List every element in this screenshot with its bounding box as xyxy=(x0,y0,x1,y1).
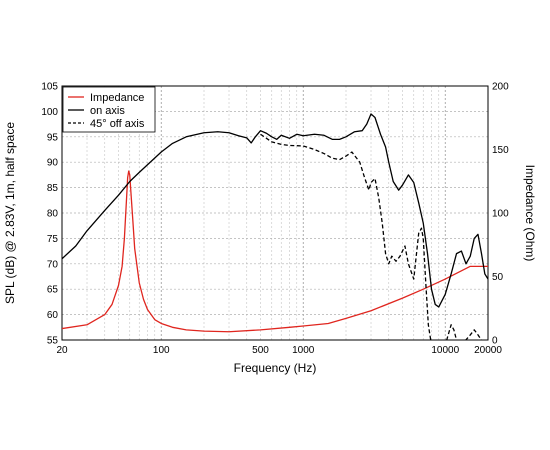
legend-label: 45° off axis xyxy=(90,118,145,130)
y-tick-label: 70 xyxy=(47,259,59,270)
series-line-impedance xyxy=(62,170,488,333)
y-axis-title: SPL (dB) @ 2.83V, 1m, half space xyxy=(3,122,17,304)
series-layer xyxy=(62,113,488,340)
y-tick-label: 100 xyxy=(41,107,58,118)
y-tick-label: 55 xyxy=(47,336,59,347)
series-line-on-axis xyxy=(62,113,488,308)
plot-frame xyxy=(61,85,489,341)
x-tick-label: 100 xyxy=(153,345,170,356)
x-tick-label: 20 xyxy=(56,345,68,356)
y-tick-label: 80 xyxy=(47,209,59,220)
y2-tick-label: 0 xyxy=(492,336,498,347)
y-tick-label: 90 xyxy=(47,158,59,169)
y-tick-label: 75 xyxy=(47,234,59,245)
y2-tick-label: 200 xyxy=(492,82,509,93)
y-tick-label: 105 xyxy=(41,82,58,93)
x-tick-label: 10000 xyxy=(431,345,459,356)
legend-label: on axis xyxy=(90,105,125,117)
y2-axis-title: Impedance (Ohm) xyxy=(523,165,537,262)
grid xyxy=(62,86,488,340)
y2-tick-label: 100 xyxy=(492,209,509,220)
y-tick-label: 85 xyxy=(47,183,59,194)
series-line-45-off-axis xyxy=(260,133,488,340)
legend-label: Impedance xyxy=(90,92,144,104)
tick-labels: 20 100 500 1000 10000 20000556065707580859095… xyxy=(41,82,509,357)
y-tick-label: 60 xyxy=(47,310,59,321)
y-tick-label: 65 xyxy=(47,285,59,296)
x-tick-label: 20000 xyxy=(474,345,502,356)
y2-tick-label: 50 xyxy=(492,272,504,283)
x-tick-label: 500 xyxy=(252,345,269,356)
x-axis-title: Frequency (Hz) xyxy=(234,361,317,375)
y2-tick-label: 150 xyxy=(492,145,509,156)
y-tick-label: 95 xyxy=(47,132,59,143)
x-tick-label: 1000 xyxy=(292,345,315,356)
